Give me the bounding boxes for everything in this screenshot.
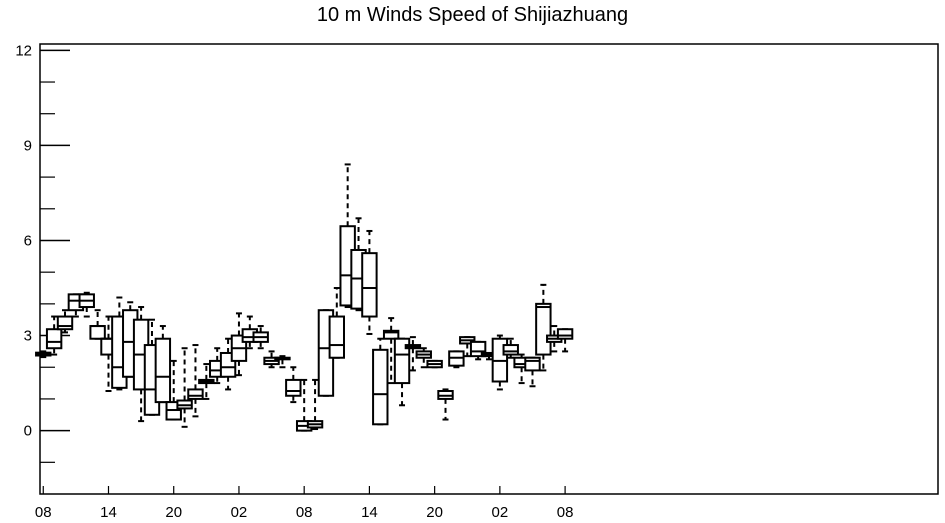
box-item (546, 325, 563, 353)
box-item (252, 325, 269, 350)
box-item (176, 347, 193, 428)
x-tick-label: 14 (361, 504, 378, 521)
box-iqr (556, 328, 574, 340)
box-item (328, 287, 345, 359)
box-iqr (382, 329, 400, 340)
box-item (56, 309, 74, 334)
box-item (393, 337, 411, 407)
box-item (491, 334, 509, 391)
x-tick-label: 14 (100, 504, 117, 521)
box-iqr (154, 337, 172, 404)
box-iqr (502, 344, 519, 356)
box-item (35, 350, 52, 359)
box-item (89, 309, 106, 340)
x-tick-label: 02 (492, 504, 509, 521)
box-iqr (393, 337, 411, 385)
x-tick-label: 20 (426, 504, 443, 521)
box-item (78, 291, 95, 318)
box-iqr (372, 348, 389, 426)
x-tick-label: 08 (296, 504, 313, 521)
box-item (524, 356, 541, 388)
box-item (556, 328, 574, 353)
box-iqr (535, 302, 552, 356)
box-item (404, 336, 422, 372)
box-iqr (328, 315, 345, 359)
x-tick-label: 08 (35, 504, 52, 521)
chart-title: 10 m Winds Speed of Shijiazhuang (316, 4, 629, 26)
box-item (219, 337, 237, 391)
y-tick-label: 9 (24, 137, 32, 154)
box-item (187, 344, 204, 418)
box-item (426, 359, 443, 369)
x-tick-label: 08 (557, 504, 574, 521)
box-iqr (524, 356, 541, 372)
box-item (361, 229, 378, 335)
box-item (448, 350, 465, 369)
box-item (382, 317, 400, 385)
box-iqr (361, 252, 378, 318)
box-iqr (45, 328, 63, 350)
box-item (415, 347, 432, 369)
box-iqr (285, 378, 302, 397)
plot-frame (39, 43, 939, 495)
box-item (372, 337, 389, 426)
box-item (154, 325, 172, 404)
y-tick-label: 0 (24, 423, 32, 440)
y-tick-label: 12 (15, 42, 32, 59)
axis-ticks: 0 3 6 9 12 08 14 20 02 08 14 20 02 08 (15, 42, 573, 521)
boxes-layer (35, 163, 574, 432)
box-item (502, 337, 519, 359)
box-item (437, 388, 454, 421)
box-item (306, 378, 324, 431)
x-tick-label: 20 (165, 504, 182, 521)
box-iqr (89, 325, 106, 340)
y-tick-label: 6 (24, 232, 32, 249)
y-tick-label: 3 (24, 328, 32, 345)
x-tick-label: 02 (231, 504, 248, 521)
box-item (45, 315, 63, 356)
box-iqr (56, 315, 74, 331)
box-item (285, 366, 302, 404)
box-item (274, 355, 291, 369)
box-item (263, 350, 280, 369)
box-item (459, 336, 476, 358)
box-item (198, 363, 215, 400)
box-iqr (187, 388, 204, 400)
